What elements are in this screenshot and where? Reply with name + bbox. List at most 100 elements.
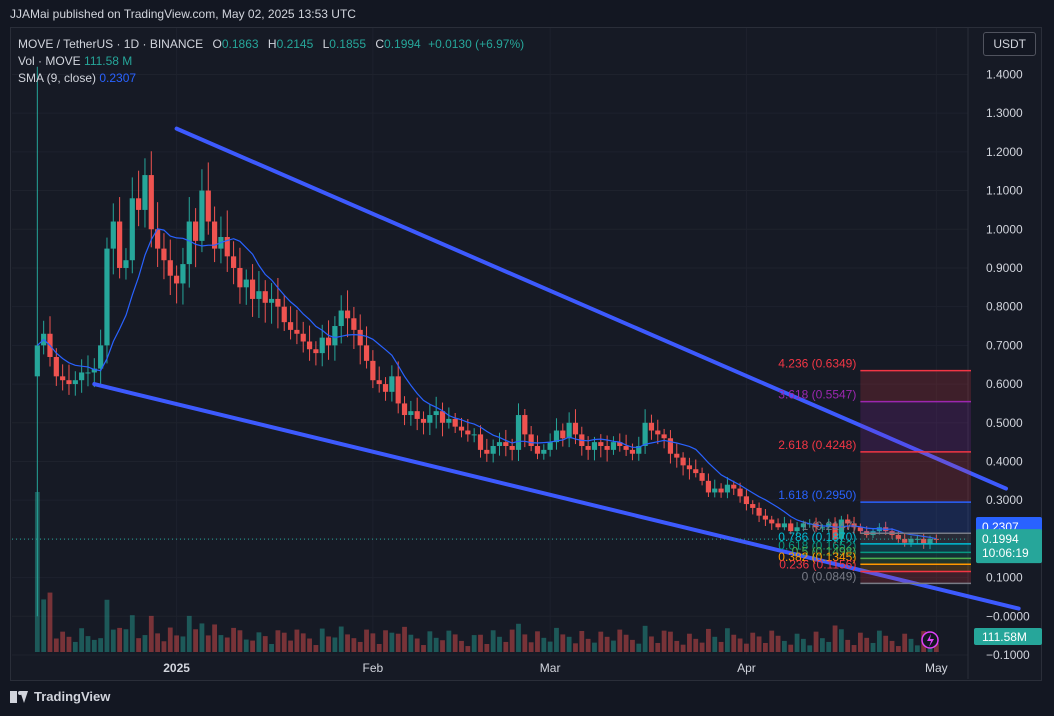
candle-body (98, 345, 104, 369)
volume-bar (693, 638, 699, 652)
volume-bar (604, 636, 610, 652)
candle-body (224, 237, 230, 257)
y-tick-label: 1.0000 (986, 222, 1023, 236)
volume-bar (98, 638, 104, 652)
volume-bar (389, 632, 395, 652)
candle-body (724, 484, 731, 493)
volume-bar (186, 615, 192, 652)
candle-body (566, 422, 572, 439)
volume-bar (148, 615, 154, 652)
volume-bar (421, 645, 426, 652)
candle-body (344, 310, 351, 319)
volume-bar (800, 638, 806, 652)
candle-body (414, 411, 420, 419)
candle-body (72, 380, 78, 385)
volume-bar (199, 623, 205, 652)
volume-bar (661, 630, 667, 652)
candle-body (427, 415, 433, 423)
candle-body (515, 415, 522, 450)
candle-body (363, 345, 370, 361)
fib-level-label: 4.236 (0.6349) (778, 357, 856, 371)
symbol-label[interactable]: MOVE / TetherUS · 1D · BINANCE (18, 37, 204, 51)
volume-bar (459, 640, 464, 652)
candle-body (382, 384, 389, 392)
candle-body (623, 446, 629, 450)
volume-bar (129, 615, 135, 652)
candle-body (484, 449, 490, 454)
volume-label[interactable]: Vol · MOVE (18, 54, 81, 68)
volume-bar (687, 633, 692, 652)
fib-level-label: 1 (0.2147) (802, 519, 857, 533)
fib-level-label: 0.382 (0.1345) (778, 550, 856, 564)
volume-bar (497, 636, 502, 652)
volume-bar (79, 628, 85, 652)
fib-level-label: 0.618 (0.1652) (778, 538, 856, 552)
volume-bar (142, 635, 148, 652)
candle-body (876, 527, 882, 532)
volume-bar (123, 629, 129, 652)
volume-bar (427, 631, 433, 652)
candle-body (193, 221, 199, 241)
x-tick-label: Feb (363, 661, 384, 675)
volume-bar (224, 637, 230, 652)
candle-body (136, 198, 142, 210)
volume-bar (649, 636, 654, 652)
candle-body (237, 267, 243, 288)
candle-body (528, 434, 534, 446)
candle-body (629, 449, 636, 454)
candle-body (370, 360, 376, 381)
candle-body (300, 333, 306, 342)
volume-bar (712, 636, 718, 652)
volume-bar (857, 632, 863, 652)
volume-bar (66, 636, 72, 652)
volume-bar (110, 629, 116, 652)
high-key: H (267, 37, 277, 51)
chart-legend: MOVE / TetherUS · 1D · BINANCE O0.1863 H… (18, 36, 524, 87)
volume-bar (750, 632, 756, 652)
fib-level-label: 1.618 (0.2950) (778, 488, 856, 502)
volume-bar (41, 599, 47, 652)
volume-bar (433, 637, 439, 652)
volume-bar (281, 632, 287, 652)
volume-bar (731, 634, 737, 652)
candle-body (699, 473, 705, 481)
fib-zone (860, 370, 971, 402)
volume-bar (902, 633, 908, 652)
volume-bar (218, 635, 224, 652)
y-tick-label: 1.1000 (986, 184, 1023, 198)
volume-bar (655, 642, 661, 652)
fib-level-label: 0.786 (0.1870) (778, 530, 856, 544)
volume-bar (883, 635, 889, 652)
change-value: +0.0130 (+6.97%) (428, 37, 525, 51)
candle-body (737, 488, 743, 497)
x-tick-label: 2025 (163, 661, 190, 675)
sma-label[interactable]: SMA (9, close) (18, 71, 97, 85)
volume-bar (528, 642, 534, 652)
fib-level-label: 0.236 (0.1156) (779, 558, 856, 572)
candle-body (34, 345, 40, 377)
volume-price-tag-text: 111.58M (982, 630, 1027, 644)
candle-body (693, 469, 699, 474)
volume-bar (554, 627, 559, 652)
candle-body (509, 446, 515, 450)
volume-bar (136, 638, 142, 652)
volume-bar (414, 638, 420, 652)
currency-button[interactable]: USDT (983, 32, 1036, 56)
candle-body (794, 527, 800, 532)
candle-body (775, 523, 781, 528)
low-value: 0.1855 (329, 37, 366, 51)
candle-body (211, 221, 218, 249)
volume-bar (794, 633, 800, 652)
volume-bar (484, 644, 490, 652)
candle-body (452, 418, 458, 427)
volume-bar (623, 634, 629, 652)
volume-bar (47, 592, 53, 652)
volume-bar (763, 642, 768, 652)
candle-body (686, 465, 693, 470)
volume-bar (345, 634, 350, 652)
volume-bar (452, 634, 458, 652)
candle-body (256, 291, 262, 299)
candle-body (110, 221, 116, 249)
volume-bar (522, 634, 528, 652)
